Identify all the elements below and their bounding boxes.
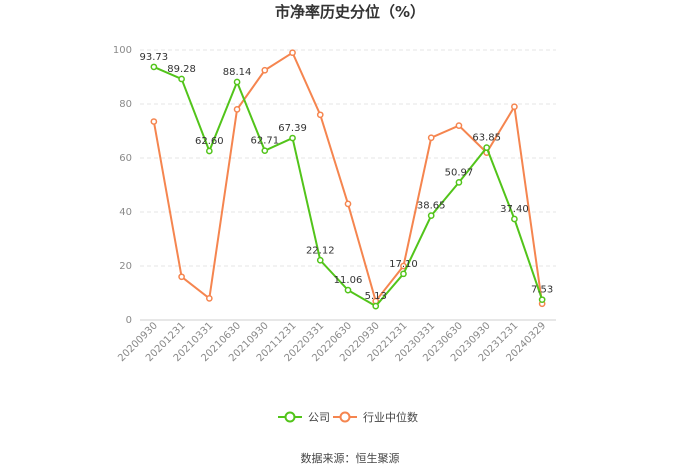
y-tick-label: 80	[119, 99, 132, 110]
data-label: 62.60	[195, 136, 224, 147]
data-label: 11.06	[334, 275, 363, 286]
data-point	[400, 262, 407, 270]
data-point	[233, 78, 241, 86]
data-label: 7.53	[531, 285, 553, 296]
series-line	[153, 66, 544, 308]
legend-item[interactable]: 行业中位数	[333, 410, 418, 424]
data-label: 67.39	[278, 123, 307, 134]
data-label: 5.13	[365, 291, 387, 302]
y-axis: 0 20 40 60 80 100	[113, 45, 132, 326]
data-point	[538, 296, 546, 304]
data-label: 50.97	[445, 167, 474, 178]
data-point	[289, 49, 296, 57]
data-point	[233, 106, 241, 113]
y-tick-label: 100	[113, 45, 132, 56]
data-label: 22.12	[306, 245, 335, 256]
y-tick-label: 20	[119, 261, 132, 272]
series-layer	[150, 49, 546, 310]
legend[interactable]: 公司 行业中位数	[278, 410, 418, 424]
data-point	[427, 134, 435, 142]
data-point	[178, 75, 185, 83]
data-point	[316, 256, 324, 264]
source-note: 数据来源：恒生聚源	[301, 451, 400, 465]
data-point	[483, 144, 491, 151]
data-point	[261, 147, 269, 155]
chart-title: 市净率历史分位（%）	[275, 3, 425, 21]
legend-label: 公司	[308, 411, 330, 424]
data-point	[400, 270, 407, 278]
data-point	[511, 215, 518, 223]
legend-item[interactable]: 公司	[278, 411, 330, 424]
data-point	[205, 295, 213, 302]
data-point	[455, 179, 463, 186]
data-point	[316, 111, 324, 119]
grid-layer	[140, 49, 556, 321]
data-point	[289, 134, 296, 142]
data-label: 89.28	[167, 64, 196, 75]
data-point	[150, 63, 158, 71]
data-point	[150, 118, 158, 125]
data-label: 37.40	[500, 204, 529, 215]
data-point	[455, 122, 463, 129]
data-point	[372, 302, 380, 310]
data-label: 88.14	[223, 67, 252, 78]
legend-label: 行业中位数	[363, 410, 418, 424]
data-label: 17.10	[389, 259, 418, 270]
data-point	[511, 103, 518, 111]
data-point	[344, 286, 352, 294]
y-tick-label: 60	[119, 153, 132, 164]
data-point	[205, 147, 213, 155]
data-point	[261, 66, 269, 74]
data-label: 38.65	[417, 201, 446, 212]
legend-marker	[339, 411, 351, 423]
data-point	[178, 273, 185, 281]
data-point	[427, 212, 435, 219]
data-label: 63.85	[472, 133, 501, 144]
data-label: 62.71	[250, 136, 279, 147]
x-axis: 2020093020201231202103312021063020210930…	[116, 320, 548, 364]
y-tick-label: 40	[119, 207, 132, 218]
data-label: 93.73	[140, 52, 169, 63]
data-point	[344, 200, 352, 208]
y-tick-label: 0	[126, 315, 132, 326]
legend-marker	[284, 411, 296, 423]
